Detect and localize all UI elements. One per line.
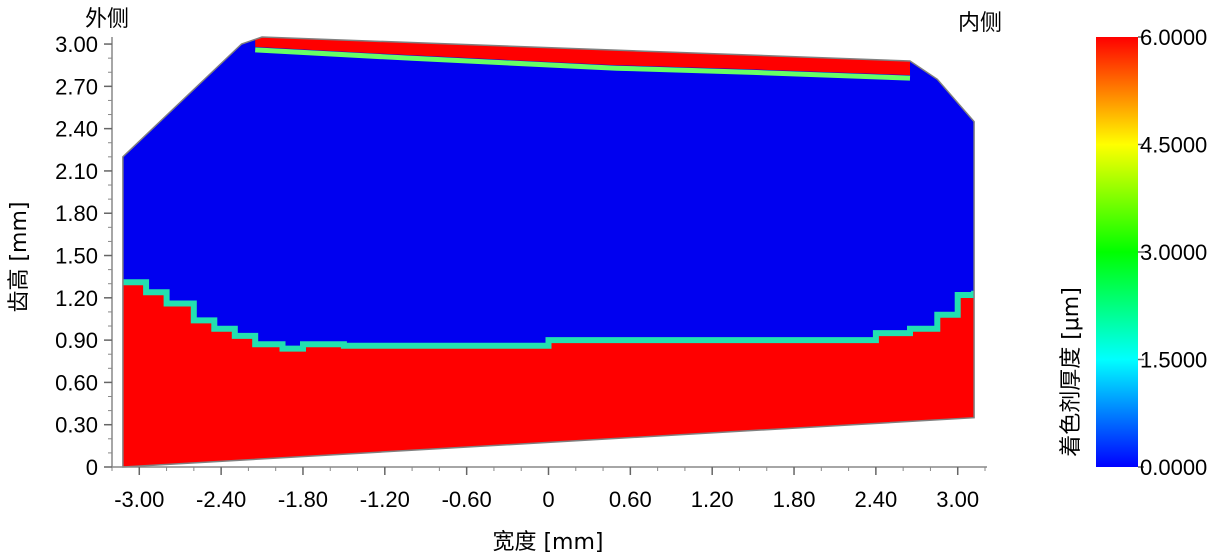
- x-tick-label: -0.60: [442, 487, 492, 512]
- y-axis: 0 0.30 0.60 0.90 1.20 1.50 1.80 2.10 2.40 2.70 3.0…: [55, 32, 113, 480]
- x-tick-label: 2.40: [854, 487, 897, 512]
- colorbar-tick-label: 1.5000: [1140, 348, 1207, 373]
- x-tick-label: -3.00: [114, 487, 164, 512]
- colorbar-tick-label: 4.5000: [1140, 133, 1207, 158]
- x-axis: -3.00 -2.40 -1.80 -1.20 -0.60 0 0.60 1.20 1.80 2.…: [111, 466, 987, 512]
- x-tick-label: -1.80: [278, 487, 328, 512]
- y-axis-label: 齿高 [mm]: [7, 201, 32, 312]
- y-tick-label: 2.70: [55, 74, 98, 99]
- colorbar: 6.0000 4.5000 3.0000 1.5000 0.0000 着色剂厚度 [μm…: [1059, 25, 1207, 480]
- x-tick-label: 1.20: [691, 487, 734, 512]
- x-tick-label: 0: [542, 487, 554, 512]
- y-tick-label: 1.20: [55, 286, 98, 311]
- contact-edge-upper: [255, 47, 911, 81]
- contact-edge-lower: [122, 279, 975, 352]
- colorbar-tick-label: 3.0000: [1140, 240, 1207, 265]
- y-tick-label: 0.60: [55, 370, 98, 395]
- y-tick-label: 0: [86, 455, 98, 480]
- contact-pattern-region: [122, 37, 975, 349]
- y-tick-label: 2.10: [55, 159, 98, 184]
- y-tick-label: 2.40: [55, 117, 98, 142]
- y-tick-label: 1.80: [55, 201, 98, 226]
- corner-label-right: 内侧: [958, 11, 1002, 36]
- colorbar-label: 着色剂厚度 [μm]: [1059, 287, 1084, 457]
- x-axis-label: 宽度 [mm]: [492, 530, 603, 555]
- x-tick-label: -1.20: [360, 487, 410, 512]
- x-tick-label: -2.40: [196, 487, 246, 512]
- colorbar-tick-label: 0.0000: [1140, 455, 1207, 480]
- x-tick-label: 3.00: [936, 487, 979, 512]
- x-tick-label: 0.60: [609, 487, 652, 512]
- y-tick-label: 1.50: [55, 244, 98, 269]
- y-tick-label: 0.30: [55, 413, 98, 438]
- colorbar-tick-label: 6.0000: [1140, 25, 1207, 50]
- colorbar-gradient: [1096, 37, 1138, 467]
- x-tick-label: 1.80: [773, 487, 816, 512]
- plot-area: [122, 36, 975, 468]
- tooth-outline: [122, 36, 975, 468]
- y-tick-label: 3.00: [55, 32, 98, 57]
- corner-label-left: 外侧: [85, 7, 129, 32]
- y-tick-label: 0.90: [55, 328, 98, 353]
